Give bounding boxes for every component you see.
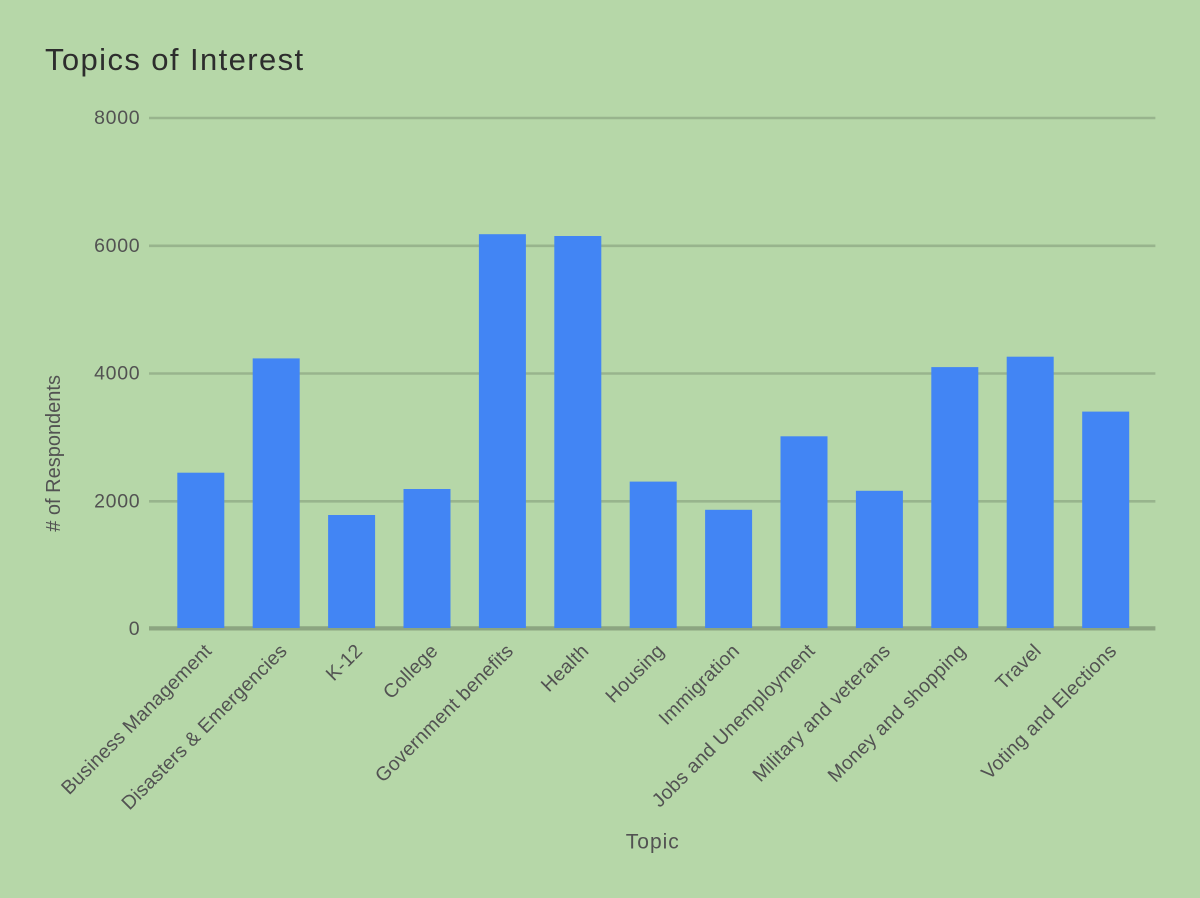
svg-text:Topics of Interest: Topics of Interest xyxy=(45,42,305,77)
svg-text:6000: 6000 xyxy=(94,235,140,257)
svg-text:# of Respondents: # of Respondents xyxy=(43,375,65,532)
svg-text:2000: 2000 xyxy=(94,491,140,513)
svg-text:8000: 8000 xyxy=(94,107,140,129)
svg-text:0: 0 xyxy=(129,618,141,640)
svg-text:Topic: Topic xyxy=(626,831,680,854)
svg-text:4000: 4000 xyxy=(94,363,140,385)
